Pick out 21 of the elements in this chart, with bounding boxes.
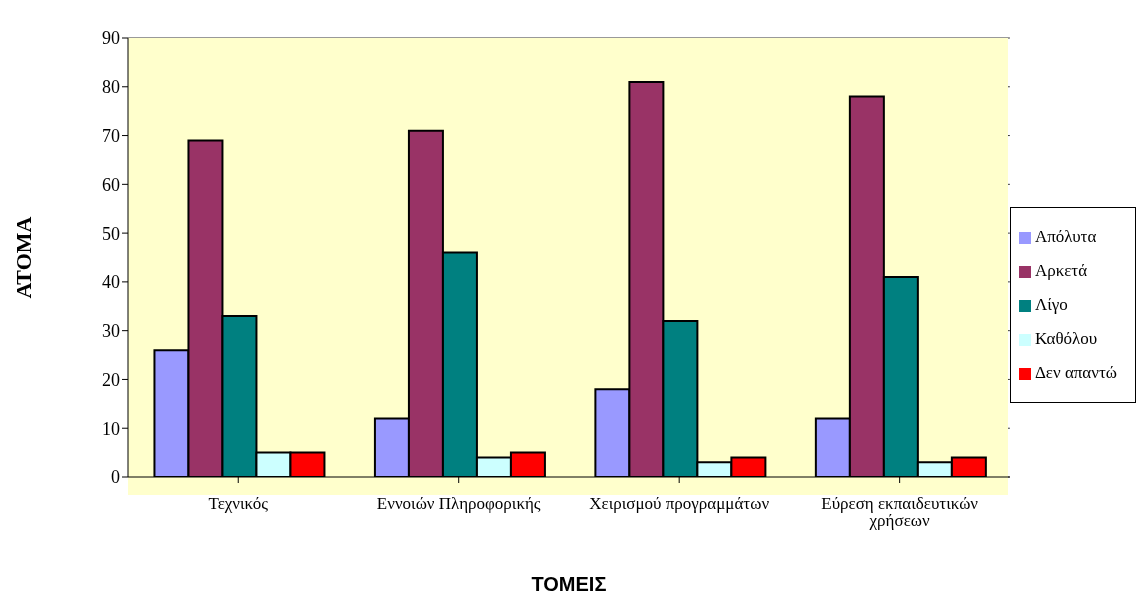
y-tick-label: 0 <box>111 467 120 488</box>
legend-label: Αρκετά <box>1034 261 1088 280</box>
y-tick-label: 50 <box>102 223 120 244</box>
y-tick-label: 40 <box>102 272 120 293</box>
x-tick-label: Χειρισμού προγραμμάτων <box>589 494 770 514</box>
y-tick-label: 20 <box>102 369 120 390</box>
y-tick-label: 90 <box>102 28 120 49</box>
x-tick-label: Εννοιών Πληροφορικής <box>376 494 541 514</box>
legend-label: Δεν απαντώ <box>1034 363 1117 382</box>
x-axis-title: ΤΟΜΕΙΣ <box>531 573 607 596</box>
y-tick-label: 30 <box>102 321 120 342</box>
y-tick-label: 70 <box>102 125 120 146</box>
y-tick-label: 60 <box>102 174 120 195</box>
legend-label: Λίγο <box>1034 295 1068 314</box>
legend-label: Καθόλου <box>1034 329 1098 348</box>
y-axis-title: ΑΤΟΜΑ <box>10 216 36 299</box>
legend-label: Απόλυτα <box>1034 227 1097 246</box>
x-tick-label: Εύρεση εκπαιδευτικών χρήσεων <box>821 494 979 531</box>
y-tick-label: 10 <box>102 418 120 439</box>
y-tick-label: 80 <box>102 77 120 98</box>
x-tick-label: Τεχνικός <box>208 494 269 514</box>
